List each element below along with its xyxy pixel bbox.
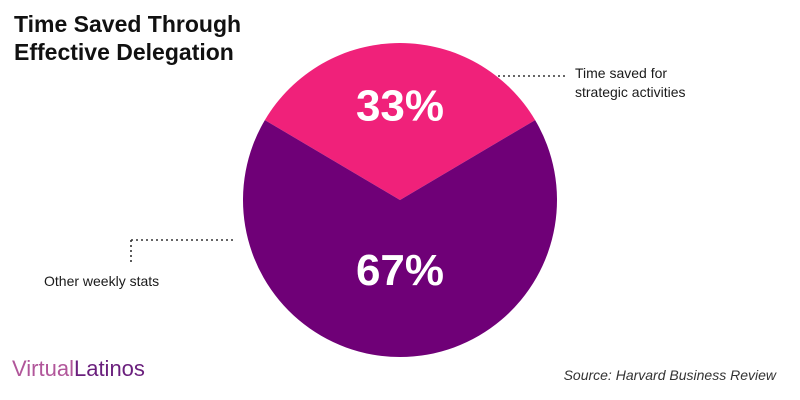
brand-logo-part-2: Latinos [73, 356, 145, 381]
source-note: Source: Harvard Business Review [563, 367, 776, 383]
chart-title-line-1: Time Saved Through [14, 11, 242, 37]
pie-label-other: 67% [356, 246, 444, 295]
legend-label-strategic-line-1: Time saved for [575, 65, 668, 81]
legend-label-other: Other weekly stats [44, 273, 160, 289]
chart-title: Time Saved Through Effective Delegation [14, 10, 241, 66]
brand-logo-part-1: Virtual [12, 356, 74, 381]
brand-logo: VirtualLatinos [12, 356, 145, 382]
chart-title-line-2: Effective Delegation [14, 39, 234, 65]
legend-label-strategic-line-2: strategic activities [575, 84, 686, 100]
legend-label-strategic: Time saved for strategic activities [575, 64, 755, 102]
pie-slice-other [242, 120, 557, 357]
pie-label-strategic: 33% [356, 81, 444, 130]
pie-slice-strategic [264, 43, 536, 201]
